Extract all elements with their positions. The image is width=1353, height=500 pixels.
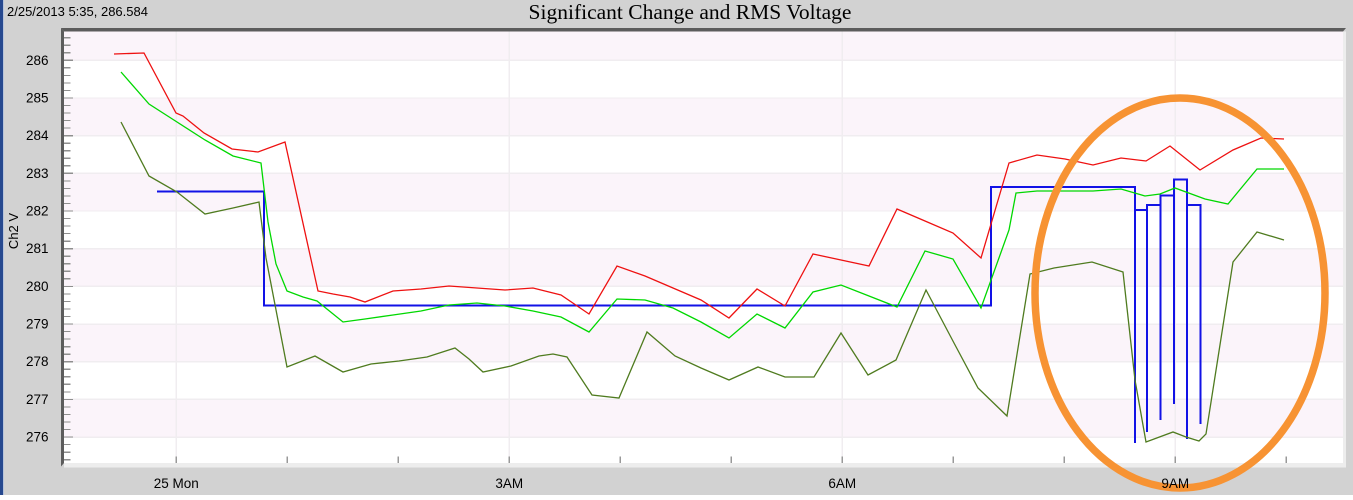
svg-text:277: 277: [26, 392, 49, 407]
svg-text:2/25/2013 5:35, 286.584: 2/25/2013 5:35, 286.584: [7, 4, 148, 19]
svg-text:3AM: 3AM: [495, 476, 523, 491]
svg-text:9AM: 9AM: [1161, 476, 1189, 491]
svg-text:286: 286: [26, 53, 49, 68]
svg-text:6AM: 6AM: [828, 476, 856, 491]
svg-text:282: 282: [26, 204, 49, 219]
svg-text:280: 280: [26, 279, 49, 294]
svg-text:278: 278: [26, 354, 49, 369]
svg-text:Ch2 V: Ch2 V: [6, 213, 21, 249]
svg-text:283: 283: [26, 166, 49, 181]
svg-text:Significant Change and RMS Vol: Significant Change and RMS Voltage: [529, 0, 852, 24]
svg-text:25 Mon: 25 Mon: [154, 476, 199, 491]
svg-text:284: 284: [26, 128, 49, 143]
svg-text:285: 285: [26, 91, 49, 106]
svg-text:281: 281: [26, 241, 49, 256]
svg-text:279: 279: [26, 317, 49, 332]
svg-text:276: 276: [26, 430, 49, 445]
